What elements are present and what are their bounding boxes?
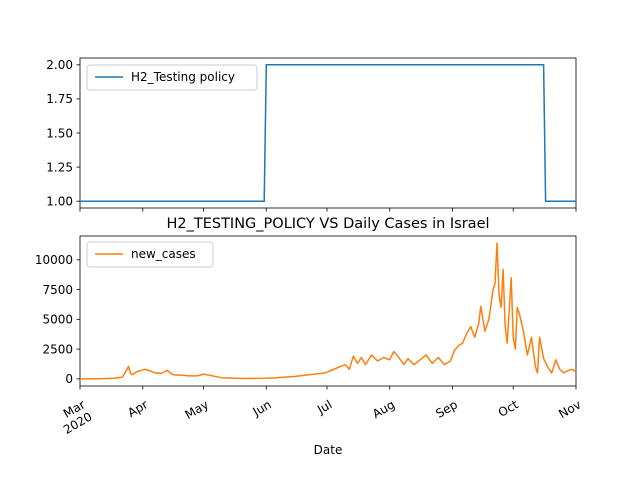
bottom-x-ticks: Mar2020 Apr May Jun Jul Aug Sep Oct Nov [54, 386, 584, 437]
top-x-ticks [79, 208, 577, 212]
bottom-legend-box [86, 241, 214, 268]
bottom-axes: H2_TESTING_POLICY VS Daily Cases in Isra… [35, 216, 584, 457]
top-legend: H2_Testing policy [86, 64, 258, 91]
x-tick-label: Jul [314, 397, 334, 417]
bottom-y-tick-label: 7500 [42, 283, 73, 297]
x-tick-label: Sep [433, 397, 460, 420]
top-y-tick-label: 1.25 [46, 160, 73, 174]
top-legend-label: H2_Testing policy [131, 70, 235, 84]
top-y-tick-label: 1.75 [46, 92, 73, 106]
chart-title: H2_TESTING_POLICY VS Daily Cases in Isra… [166, 216, 489, 232]
top-axes: 1.00 1.25 1.50 1.75 2.00 H2_Testing policy [46, 57, 577, 212]
bottom-y-tick-label: 2500 [42, 342, 73, 356]
x-axis-label: Date [314, 443, 343, 457]
x-tick-label: Jun [250, 397, 274, 419]
bottom-y-tick-label: 0 [65, 372, 73, 386]
bottom-y-tick-label: 10000 [35, 253, 73, 267]
testing-policy-line [80, 64, 576, 202]
top-y-ticks: 1.00 1.25 1.50 1.75 2.00 [46, 58, 80, 208]
bottom-y-tick-label: 5000 [42, 313, 73, 327]
top-y-tick-label: 2.00 [46, 58, 73, 72]
x-tick-label: Apr [125, 397, 150, 420]
new-cases-line [79, 242, 577, 380]
bottom-legend-label: new_cases [131, 247, 196, 261]
top-legend-box [86, 64, 258, 91]
x-tick-label: Nov [556, 397, 583, 421]
bottom-legend: new_cases [86, 241, 214, 268]
x-tick-label: Aug [370, 397, 397, 421]
bottom-y-ticks: 0 2500 5000 7500 10000 [35, 253, 80, 386]
bottom-axes-frame [79, 235, 577, 387]
x-tick-label: Mar2020 [54, 397, 95, 437]
top-y-tick-label: 1.00 [46, 194, 73, 208]
x-tick-label: Oct [496, 397, 521, 420]
x-tick-label: May [183, 397, 211, 422]
top-y-tick-label: 1.50 [46, 126, 73, 140]
